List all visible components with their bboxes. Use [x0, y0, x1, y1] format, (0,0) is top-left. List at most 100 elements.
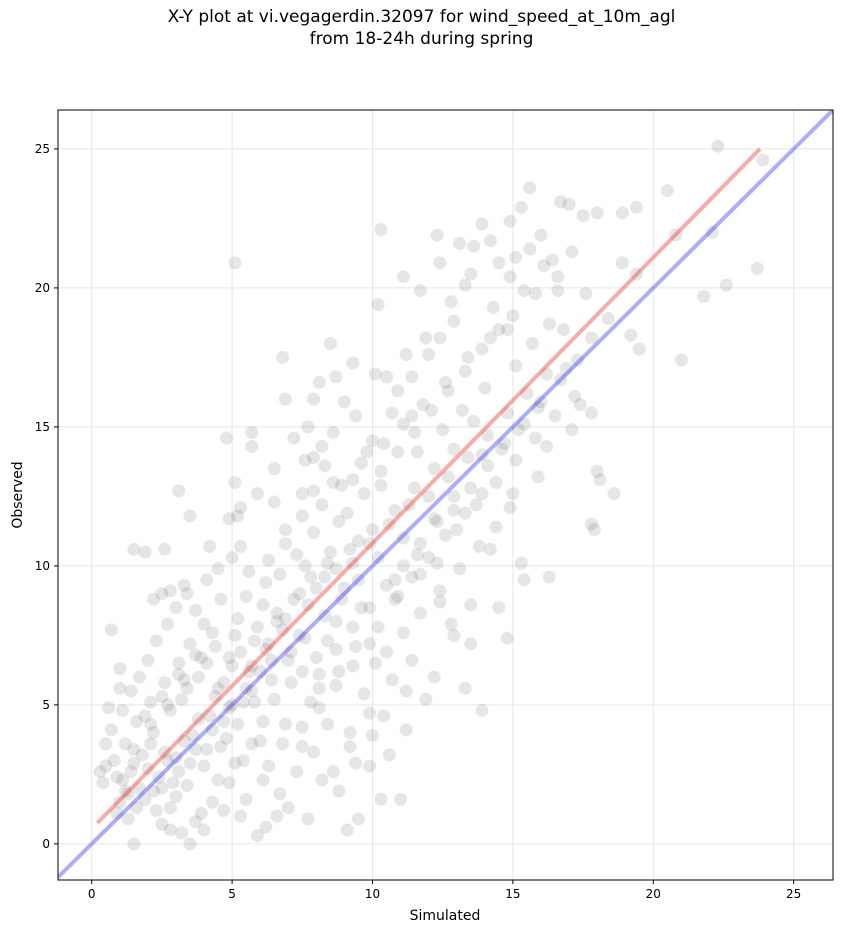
data-point	[520, 387, 534, 401]
data-point	[590, 206, 604, 220]
chart-title-line-2: from 18-24h during spring	[309, 29, 534, 49]
data-point	[307, 745, 321, 759]
data-point	[248, 634, 262, 648]
data-point	[349, 756, 363, 770]
data-point	[287, 592, 301, 606]
data-point	[245, 737, 259, 751]
data-point	[447, 489, 461, 503]
data-point	[540, 367, 554, 381]
data-point	[464, 267, 478, 281]
data-point	[346, 356, 360, 370]
data-point	[382, 517, 396, 531]
data-point	[250, 829, 264, 843]
data-point	[453, 236, 467, 250]
data-point	[349, 409, 363, 423]
data-point	[472, 539, 486, 553]
data-point	[169, 790, 183, 804]
data-point	[374, 792, 388, 806]
data-point	[467, 239, 481, 253]
data-point	[447, 314, 461, 328]
data-point	[374, 223, 388, 237]
data-point	[262, 759, 276, 773]
data-point	[660, 184, 674, 198]
data-point	[259, 820, 273, 834]
data-point	[548, 409, 562, 423]
data-point	[433, 584, 447, 598]
data-point	[177, 673, 191, 687]
data-point	[517, 417, 531, 431]
data-point	[464, 481, 478, 495]
data-point	[161, 698, 175, 712]
data-point	[464, 637, 478, 651]
data-point	[250, 620, 264, 634]
data-point	[141, 653, 155, 667]
data-point	[326, 475, 340, 489]
data-point	[127, 542, 141, 556]
data-point	[259, 642, 273, 656]
data-point	[756, 153, 770, 167]
data-point	[267, 495, 281, 509]
data-point	[104, 723, 118, 737]
data-point	[301, 598, 315, 612]
data-point	[309, 651, 323, 665]
data-point	[298, 453, 312, 467]
data-point	[321, 634, 335, 648]
data-point	[340, 506, 354, 520]
data-point	[194, 806, 208, 820]
data-point	[385, 406, 399, 420]
data-point	[110, 806, 124, 820]
data-point	[321, 556, 335, 570]
data-point	[453, 562, 467, 576]
data-point	[132, 670, 146, 684]
data-point	[191, 712, 205, 726]
data-point	[568, 389, 582, 403]
data-point	[295, 487, 309, 501]
data-point	[439, 528, 452, 542]
data-point	[228, 756, 242, 770]
data-point	[163, 801, 177, 815]
data-point	[205, 795, 219, 809]
data-point	[512, 423, 526, 437]
data-point	[587, 523, 601, 537]
data-point	[124, 684, 138, 698]
data-point	[228, 628, 242, 642]
data-point	[475, 487, 489, 501]
data-point	[458, 506, 472, 520]
data-point	[191, 670, 205, 684]
data-point	[523, 181, 537, 195]
data-point	[475, 703, 489, 717]
data-point	[545, 253, 559, 267]
data-point	[534, 228, 548, 242]
data-point	[475, 217, 489, 231]
data-point	[222, 512, 236, 526]
data-point	[542, 317, 556, 331]
data-point	[469, 498, 483, 512]
data-point	[245, 425, 259, 439]
data-point	[562, 198, 576, 212]
data-point	[492, 601, 506, 615]
data-point	[374, 464, 388, 478]
data-point	[570, 353, 584, 367]
data-point	[135, 748, 149, 762]
data-point	[601, 311, 615, 325]
data-point	[368, 367, 382, 381]
data-point	[573, 398, 587, 412]
data-point	[615, 206, 629, 220]
data-point	[234, 539, 248, 553]
data-point	[298, 559, 312, 573]
data-point	[102, 701, 116, 715]
data-point	[155, 817, 169, 831]
data-point	[248, 695, 262, 709]
data-point	[284, 645, 298, 659]
data-point	[380, 578, 394, 592]
data-point	[264, 673, 278, 687]
data-point	[172, 484, 186, 498]
data-point	[278, 717, 292, 731]
data-point	[551, 270, 565, 284]
data-point	[163, 823, 177, 837]
data-point	[256, 773, 270, 787]
data-point	[388, 503, 402, 517]
data-point	[278, 612, 292, 626]
data-point	[607, 487, 621, 501]
